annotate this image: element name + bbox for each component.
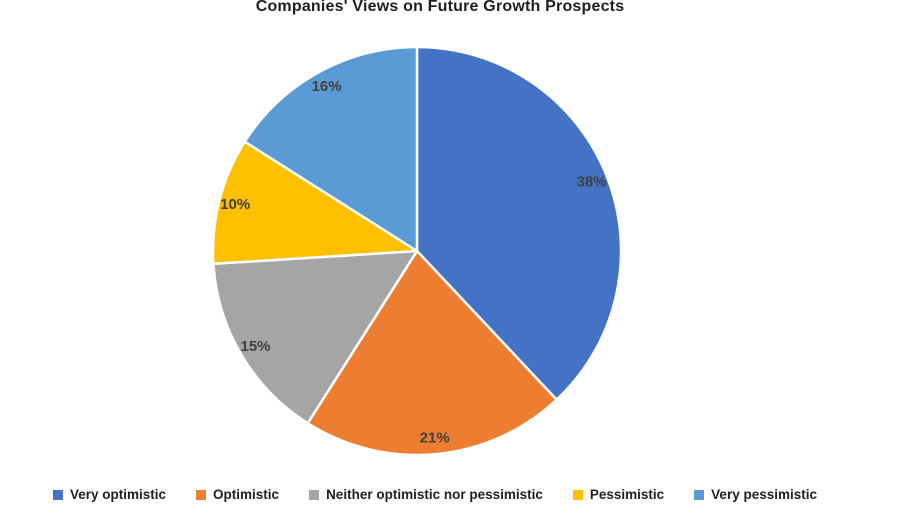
legend-item-very-optimistic: Very optimistic	[53, 487, 166, 502]
legend-item-neither: Neither optimistic nor pessimistic	[309, 487, 543, 502]
legend-swatch-optimistic	[196, 489, 207, 500]
pie-slice-very-pessimistic	[243, 45, 419, 253]
chart-title: Companies' Views on Future Growth Prospe…	[255, 0, 625, 15]
legend-swatch-very-pessimistic	[694, 489, 705, 500]
legend-swatch-neither	[309, 489, 320, 500]
legend-label: Optimistic	[213, 487, 280, 502]
pie-slice-neither-optimistic-nor-pessimistic	[212, 249, 419, 425]
legend-label: Very pessimistic	[711, 487, 817, 502]
data-label-pessimistic: 10%	[220, 196, 250, 213]
pie-slice-pessimistic	[211, 140, 419, 266]
legend-item-pessimistic: Pessimistic	[572, 487, 665, 502]
legend-item-very-pessimistic: Very pessimistic	[694, 487, 817, 502]
pie-slice-very-optimistic	[415, 45, 623, 401]
data-label-neither-optimistic-nor-pessimistic: 15%	[240, 338, 270, 355]
legend: Very optimistic Optimistic Neither optim…	[0, 487, 870, 502]
legend-label: Very optimistic	[70, 487, 167, 502]
data-label-very-pessimistic: 16%	[312, 78, 342, 95]
legend-swatch-very-optimistic	[53, 489, 63, 500]
data-label-optimistic: 21%	[420, 429, 450, 446]
legend-swatch-pessimistic	[572, 489, 583, 500]
legend-label: Pessimistic	[589, 487, 665, 502]
legend-item-optimistic: Optimistic	[196, 487, 279, 502]
pie-slice-optimistic	[306, 249, 558, 457]
data-label-very-optimistic: 38%	[576, 173, 606, 190]
legend-label: Neither optimistic nor pessimistic	[326, 487, 543, 502]
